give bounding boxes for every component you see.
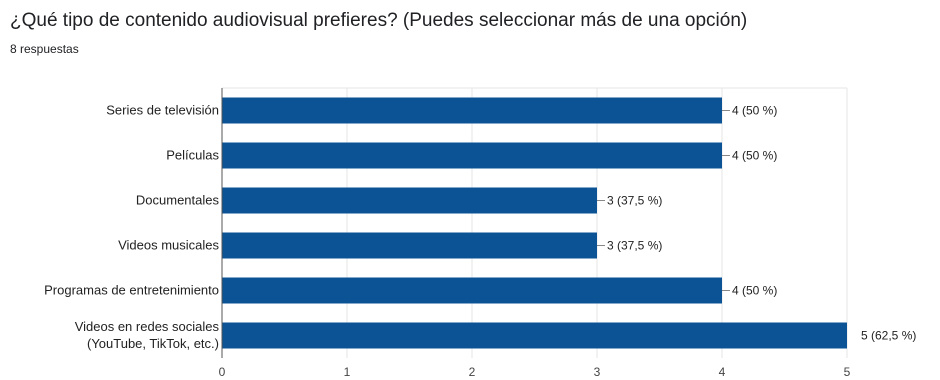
bar-0 [222, 97, 722, 124]
x-tick-label-2: 2 [469, 365, 476, 379]
category-label-1: Películas [166, 148, 219, 163]
chart-title: ¿Qué tipo de contenido audiovisual prefi… [10, 10, 748, 31]
category-label-5-line-0: Videos en redes sociales [75, 319, 220, 334]
x-tick-label-1: 1 [344, 365, 351, 379]
bar-3 [222, 232, 597, 259]
value-label-2: 3 (37,5 %) [607, 194, 662, 208]
category-label-2: Documentales [136, 193, 220, 208]
value-label-3: 3 (37,5 %) [607, 239, 662, 253]
value-label-4: 4 (50 %) [732, 284, 777, 298]
value-label-5: 5 (62,5 %) [861, 329, 916, 343]
x-tick-label-5: 5 [844, 365, 851, 379]
category-label-4: Programas de entretenimiento [44, 283, 219, 298]
bar-4 [222, 277, 722, 304]
value-label-1: 4 (50 %) [732, 149, 777, 163]
response-count: 8 respuestas [10, 42, 79, 56]
category-label-5-line-1: (YouTube, TikTok, etc.) [87, 336, 219, 351]
bar-1 [222, 142, 722, 169]
bar-5 [222, 322, 847, 349]
x-tick-label-4: 4 [719, 365, 726, 379]
x-tick-label-0: 0 [219, 365, 226, 379]
category-label-0: Series de televisión [106, 103, 219, 118]
bar-2 [222, 187, 597, 214]
x-tick-label-3: 3 [594, 365, 601, 379]
value-label-0: 4 (50 %) [732, 104, 777, 118]
category-label-3: Videos musicales [118, 238, 219, 253]
